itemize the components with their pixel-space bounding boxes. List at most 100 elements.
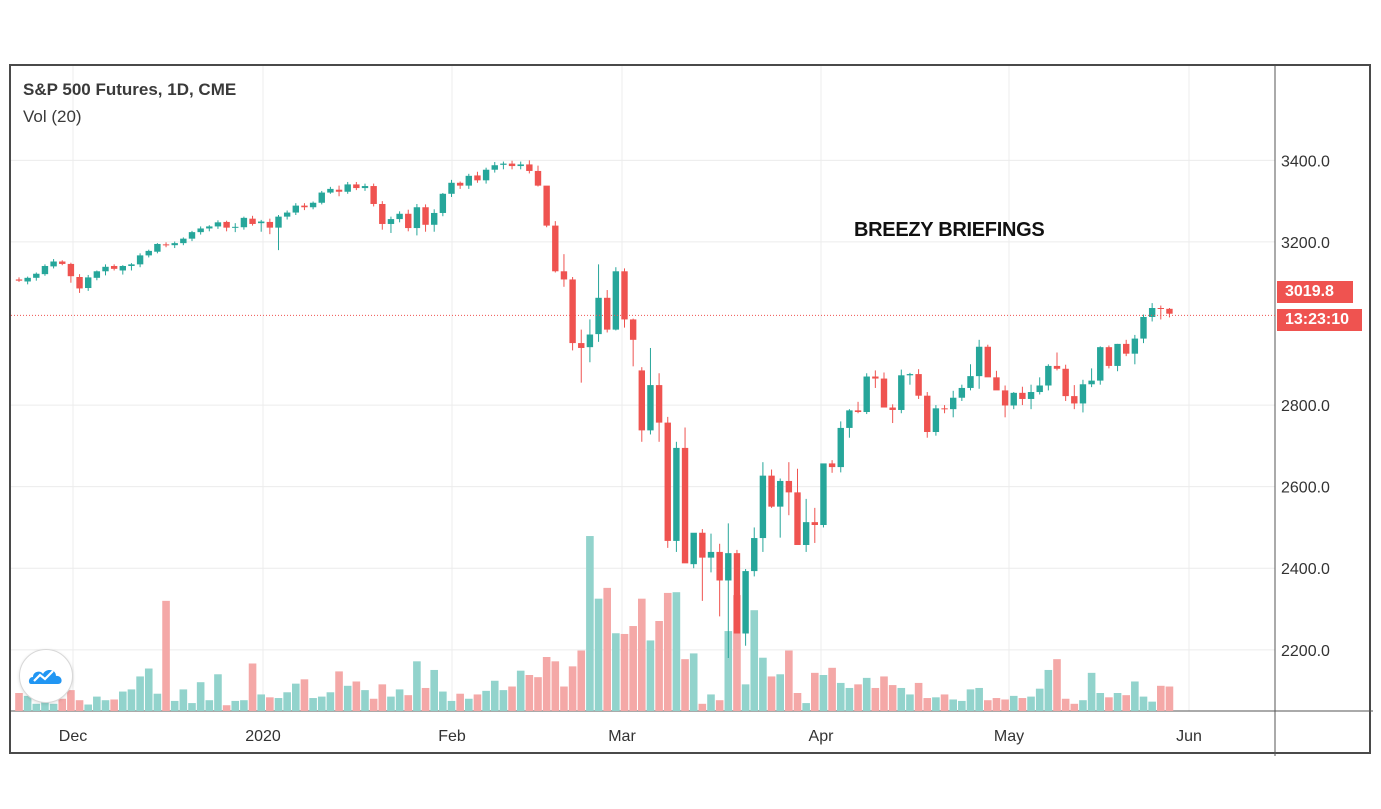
legend-volume-label: Vol (20) bbox=[23, 107, 82, 126]
volume-bar bbox=[958, 700, 966, 711]
volume-bar bbox=[655, 621, 663, 711]
time-tick-label: Apr bbox=[809, 728, 835, 745]
candle-body bbox=[344, 184, 351, 192]
candle-body bbox=[110, 265, 118, 269]
volume-bar bbox=[750, 610, 759, 711]
tradingview-cloud-icon[interactable] bbox=[19, 649, 73, 703]
candle-body bbox=[413, 207, 421, 229]
candle-body bbox=[232, 226, 239, 228]
candle-body bbox=[1131, 338, 1139, 354]
volume-bar bbox=[1165, 686, 1174, 711]
candle-body bbox=[448, 182, 455, 194]
volume-bar bbox=[698, 703, 707, 711]
candle-body bbox=[604, 297, 611, 330]
volume-bar bbox=[214, 674, 222, 711]
volume-bar bbox=[793, 693, 802, 711]
volume-bar bbox=[1148, 701, 1156, 711]
candle-body bbox=[690, 532, 697, 565]
time-tick-label: Jun bbox=[1176, 728, 1202, 745]
volume-bar bbox=[465, 698, 473, 711]
candle-body bbox=[975, 346, 983, 377]
volume-bar bbox=[266, 697, 274, 711]
volume-bar bbox=[41, 696, 49, 711]
volume-bar bbox=[629, 626, 637, 711]
volume-bar bbox=[257, 694, 265, 711]
volume-bar bbox=[1122, 695, 1130, 711]
candle-body bbox=[898, 375, 905, 410]
candle-body bbox=[370, 186, 377, 204]
candle-body bbox=[15, 279, 23, 281]
volume-bar bbox=[1061, 698, 1070, 711]
volume-bar bbox=[715, 700, 724, 711]
candle-body bbox=[1010, 392, 1017, 406]
candle-body bbox=[1036, 385, 1043, 393]
candle-body bbox=[612, 271, 620, 330]
volume-bar bbox=[361, 690, 369, 711]
volume-bar bbox=[205, 700, 214, 711]
candle-body bbox=[500, 163, 507, 165]
volume-bar bbox=[343, 685, 352, 711]
volume-bar bbox=[110, 699, 118, 711]
candle-body bbox=[1140, 316, 1147, 339]
candle-body bbox=[785, 480, 793, 493]
candle-body bbox=[67, 263, 75, 277]
price-tick-label: 3400.0 bbox=[1281, 153, 1330, 170]
candle-body bbox=[206, 226, 213, 229]
chart-svg[interactable]: 3400.0 3200.0 2800.0 2600.0 2400.0 2200.0 Dec 2… bbox=[11, 66, 1373, 756]
candle-body bbox=[50, 261, 57, 267]
candle-body bbox=[1157, 308, 1164, 309]
volume-bar bbox=[413, 661, 421, 711]
volume-bar bbox=[248, 663, 257, 711]
candle-body bbox=[534, 170, 542, 186]
volume-bar bbox=[162, 600, 170, 711]
volume-bar bbox=[119, 691, 127, 711]
volume-bar bbox=[897, 687, 906, 711]
candle-body bbox=[482, 169, 490, 181]
candle-body bbox=[984, 346, 991, 378]
candle-body bbox=[508, 163, 516, 167]
chart-frame[interactable]: 3400.0 3200.0 2800.0 2600.0 2400.0 2200.0 Dec 2… bbox=[9, 64, 1373, 756]
volume-bar bbox=[430, 669, 438, 711]
candle-body bbox=[465, 175, 472, 186]
candle-body bbox=[258, 221, 265, 224]
candle-body bbox=[863, 376, 870, 413]
volume-bar bbox=[638, 598, 646, 711]
volume-bar bbox=[58, 698, 67, 711]
countdown-badge: 13:23:10 bbox=[1277, 309, 1362, 331]
volume-bar bbox=[309, 698, 317, 711]
volume-bar bbox=[352, 681, 361, 711]
volume-bar bbox=[1139, 696, 1148, 711]
volume-bar bbox=[67, 690, 75, 711]
volume-bar bbox=[525, 675, 534, 711]
candle-body bbox=[586, 334, 594, 348]
volume-bar bbox=[456, 693, 464, 711]
candle-body bbox=[889, 407, 896, 410]
price-tick-label: 3200.0 bbox=[1281, 235, 1330, 252]
candle-body bbox=[517, 164, 524, 167]
volume-bar bbox=[1009, 695, 1018, 711]
candle-body bbox=[301, 205, 308, 208]
candle-body bbox=[993, 377, 1000, 391]
volume-bar bbox=[663, 592, 672, 711]
candle-body bbox=[1045, 365, 1052, 386]
candle-body bbox=[474, 175, 481, 181]
candle-body bbox=[431, 212, 438, 225]
volume-bar bbox=[15, 693, 23, 711]
candle-body bbox=[379, 203, 386, 224]
candle-body bbox=[543, 185, 550, 226]
candle-body bbox=[171, 243, 178, 246]
volume-bar bbox=[689, 653, 698, 711]
time-tick-label: Feb bbox=[438, 728, 466, 745]
volume-bar bbox=[707, 694, 715, 711]
volume-bar bbox=[283, 692, 291, 711]
volume-bar bbox=[906, 694, 914, 711]
candle-body bbox=[102, 266, 109, 272]
volume-bar bbox=[317, 696, 326, 711]
volume-bar bbox=[1053, 659, 1061, 711]
candle-body bbox=[128, 264, 135, 266]
volume-bar bbox=[542, 657, 551, 711]
volume-bar bbox=[940, 694, 949, 711]
volume-bar bbox=[836, 682, 845, 711]
volume-bar bbox=[387, 696, 395, 711]
candle-body bbox=[1123, 343, 1130, 354]
